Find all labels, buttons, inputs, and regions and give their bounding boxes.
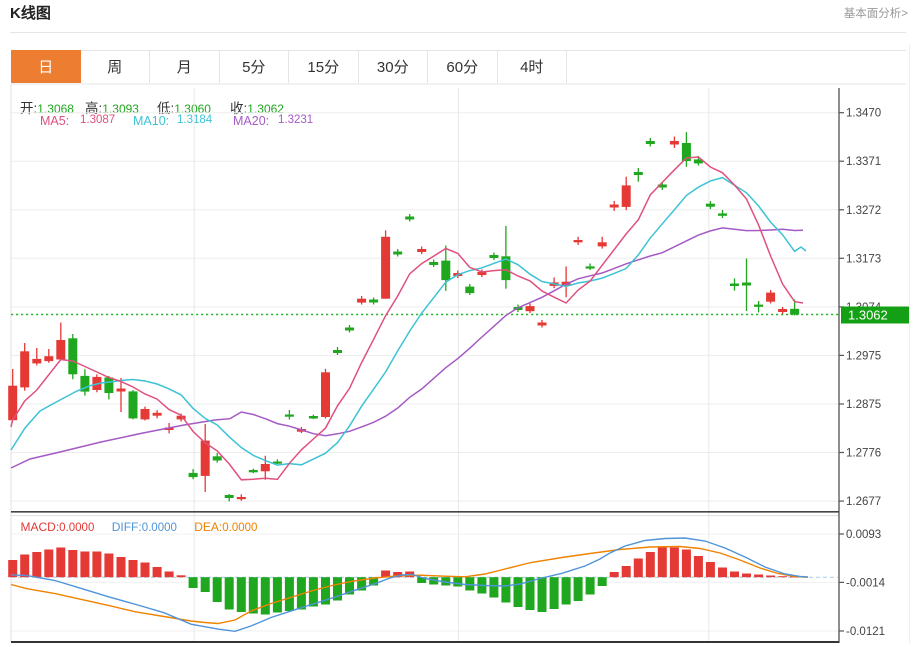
svg-text:1.3173: 1.3173: [846, 253, 881, 265]
svg-text:-0.0121: -0.0121: [846, 626, 885, 638]
svg-text:1.2975: 1.2975: [846, 350, 881, 362]
svg-text:1.2677: 1.2677: [846, 496, 881, 508]
svg-text:1.3272: 1.3272: [846, 205, 881, 217]
svg-text:1.2875: 1.2875: [846, 399, 881, 411]
svg-text:1.3062: 1.3062: [848, 308, 888, 323]
svg-text:1.3470: 1.3470: [846, 108, 881, 120]
svg-text:-0.0014: -0.0014: [846, 577, 886, 589]
svg-text:1.2776: 1.2776: [846, 448, 881, 460]
svg-text:0.0093: 0.0093: [846, 529, 881, 541]
svg-text:1.3371: 1.3371: [846, 156, 881, 168]
